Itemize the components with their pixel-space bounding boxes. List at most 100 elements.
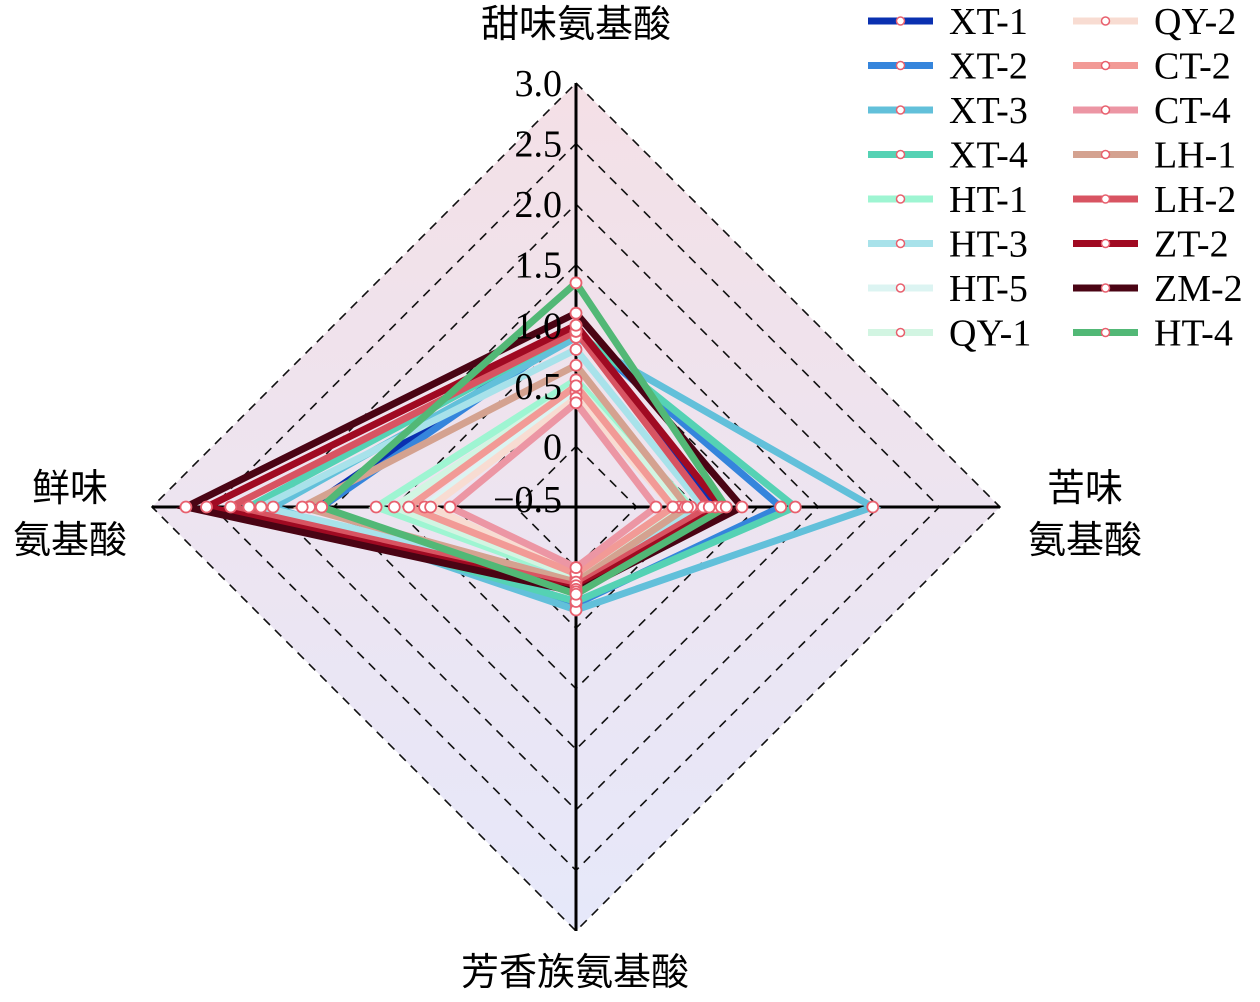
legend-label: HT-3 bbox=[949, 224, 1028, 266]
series-layer bbox=[175, 276, 882, 617]
legend-label: QY-1 bbox=[949, 313, 1031, 355]
legend-item-QY-1: QY-1 bbox=[868, 313, 1031, 355]
point-HT-1 bbox=[369, 500, 383, 514]
point-ZT-2 bbox=[569, 318, 583, 332]
tick-label: 2.5 bbox=[515, 124, 563, 166]
point-CT-4 bbox=[569, 561, 583, 574]
point-HT-4 bbox=[569, 587, 583, 601]
tick-label: 0.5 bbox=[515, 366, 563, 408]
axis-label-sweet: 甜味氨基酸 bbox=[480, 2, 671, 46]
point-XT-4 bbox=[788, 500, 802, 514]
legend-marker bbox=[895, 238, 906, 249]
point-HT-4 bbox=[569, 276, 583, 290]
legend-item-XT-3: XT-3 bbox=[868, 90, 1028, 132]
legend-item-ZT-2: ZT-2 bbox=[1073, 224, 1229, 266]
legend-label: CT-4 bbox=[1154, 90, 1231, 132]
point-CT-4 bbox=[569, 396, 583, 410]
tick-label: −0.5 bbox=[493, 479, 562, 521]
point-HT-4 bbox=[719, 500, 733, 514]
axis-label-bitter-line2: 氨基酸 bbox=[1027, 518, 1142, 562]
legend-marker bbox=[1100, 105, 1111, 115]
point-ZM-2 bbox=[569, 306, 583, 320]
legend-label: QY-2 bbox=[1154, 1, 1236, 43]
legend-item-XT-1: XT-1 bbox=[868, 1, 1028, 43]
legend-marker bbox=[1100, 283, 1111, 293]
legend-marker bbox=[1100, 194, 1111, 204]
point-QY-1 bbox=[387, 500, 401, 514]
axis-label-umami-line2: 氨基酸 bbox=[12, 518, 127, 562]
tick-label: 2.0 bbox=[515, 184, 563, 226]
legend-marker bbox=[1100, 327, 1111, 338]
legend-label: ZT-2 bbox=[1154, 224, 1229, 266]
tick-label: 3.0 bbox=[515, 63, 563, 105]
tick-label: 1.5 bbox=[515, 245, 563, 287]
tick-label: 0 bbox=[543, 426, 562, 468]
axis-label-aromatic: 芳香族氨基酸 bbox=[460, 950, 689, 994]
point-XT-4 bbox=[242, 500, 256, 514]
legend-marker bbox=[895, 149, 906, 160]
legend-label: CT-2 bbox=[1154, 46, 1231, 88]
legend-item-QY-2: QY-2 bbox=[1073, 1, 1236, 43]
point-LH-1 bbox=[569, 358, 583, 372]
legend-item-LH-1: LH-1 bbox=[1073, 135, 1236, 177]
tick-label: 1.0 bbox=[515, 305, 563, 347]
legend-label: HT-4 bbox=[1154, 313, 1233, 355]
legend-item-CT-4: CT-4 bbox=[1073, 90, 1231, 132]
legend-marker bbox=[895, 327, 906, 338]
legend-item-HT-1: HT-1 bbox=[868, 179, 1028, 221]
point-XT-2 bbox=[774, 500, 788, 514]
legend-marker bbox=[1100, 238, 1111, 249]
legend-item-XT-2: XT-2 bbox=[868, 46, 1028, 88]
legend-label: HT-5 bbox=[949, 268, 1028, 310]
legend-label: ZM-2 bbox=[1154, 268, 1243, 310]
legend-marker bbox=[1100, 16, 1111, 26]
point-LH-2 bbox=[702, 500, 716, 514]
legend-marker bbox=[1100, 60, 1111, 71]
legend-label: XT-2 bbox=[949, 46, 1028, 88]
point-CT-4 bbox=[649, 500, 663, 514]
point-XT-3 bbox=[866, 500, 880, 514]
tick-labels: 3.0 2.5 2.0 1.5 1.0 0.5 0 −0.5 bbox=[493, 63, 562, 521]
point-HT-3 bbox=[254, 500, 268, 514]
legend: XT-1XT-2XT-3XT-4HT-1HT-3HT-5QY-1 QY-2CT-2… bbox=[868, 1, 1243, 355]
point-HT-3 bbox=[569, 343, 583, 356]
legend-item-XT-4: XT-4 bbox=[868, 135, 1028, 177]
legend-item-LH-2: LH-2 bbox=[1073, 179, 1236, 221]
legend-label: LH-2 bbox=[1154, 179, 1236, 221]
legend-label: HT-1 bbox=[949, 179, 1028, 221]
point-HT-4 bbox=[315, 500, 329, 514]
point-ZT-2 bbox=[200, 500, 213, 514]
axis-label-bitter: 苦味 氨基酸 bbox=[1010, 462, 1160, 566]
legend-label: LH-1 bbox=[1154, 135, 1236, 177]
point-CT-2 bbox=[569, 379, 583, 393]
grid bbox=[150, 81, 1002, 933]
legend-item-HT-4: HT-4 bbox=[1073, 313, 1233, 355]
point-CT-4 bbox=[443, 500, 457, 514]
legend-label: XT-3 bbox=[949, 90, 1028, 132]
point-ZM-2 bbox=[735, 500, 749, 514]
legend-marker bbox=[895, 283, 906, 293]
legend-label: XT-1 bbox=[949, 1, 1028, 43]
point-LH-2 bbox=[224, 500, 238, 514]
legend-marker bbox=[895, 194, 906, 204]
legend-marker bbox=[895, 105, 906, 115]
point-LH-1 bbox=[295, 500, 309, 514]
legend-item-HT-5: HT-5 bbox=[868, 268, 1028, 310]
legend-item-CT-2: CT-2 bbox=[1073, 46, 1231, 88]
point-ZM-2 bbox=[179, 500, 193, 514]
legend-item-ZM-2: ZM-2 bbox=[1073, 268, 1243, 310]
axis-label-umami-line1: 鲜味 bbox=[31, 466, 108, 510]
point-XT-3 bbox=[266, 500, 280, 514]
legend-marker bbox=[1100, 149, 1111, 160]
legend-marker bbox=[895, 16, 906, 26]
legend-marker bbox=[895, 60, 906, 71]
point-QY-2 bbox=[424, 500, 438, 514]
axis-label-bitter-line1: 苦味 bbox=[1046, 466, 1123, 510]
legend-item-HT-3: HT-3 bbox=[868, 224, 1028, 266]
legend-label: XT-4 bbox=[949, 135, 1028, 177]
point-LH-1 bbox=[681, 500, 694, 514]
axis-label-umami: 鲜味 氨基酸 bbox=[0, 462, 140, 566]
point-CT-2 bbox=[402, 500, 416, 514]
point-CT-2 bbox=[666, 500, 680, 514]
